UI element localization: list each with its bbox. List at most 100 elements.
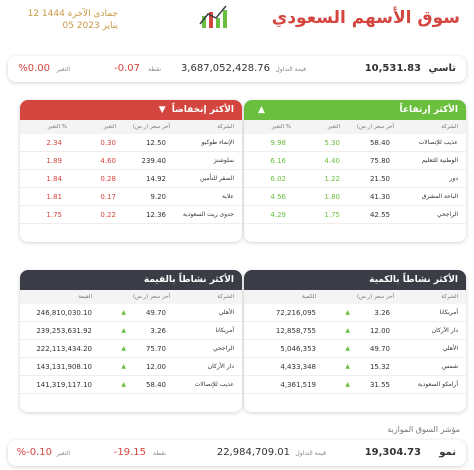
last-price: 42.55 <box>369 211 390 219</box>
col-company: الشركة <box>217 124 234 130</box>
tasi-points: -0.07 <box>114 63 140 74</box>
table-row[interactable]: سلوشنز 239.40 4.60 1.89 <box>20 152 242 170</box>
traded-value: 143,131,908.10 <box>36 363 92 371</box>
table-row[interactable]: الأهلي 49.70 ▲ 5,046,353 <box>244 340 466 358</box>
value-header: الأكثر نشاطاً بالقيمة <box>20 270 242 290</box>
qty-columns: الشركة آخر سعر (ر.س) الكمية <box>244 290 466 304</box>
company-name: جدوى ريت السعودية <box>182 211 234 218</box>
company-name: الراجحي <box>436 211 458 218</box>
company-name: علاية <box>221 193 234 200</box>
last-price: 14.92 <box>145 175 166 183</box>
traded-value: 141,319,117.10 <box>36 381 92 389</box>
col-company: الشركة <box>217 294 234 300</box>
nomu-points-label: نقطة <box>153 450 166 457</box>
change-pct: 1.75 <box>46 211 62 219</box>
col-company: الشركة <box>441 294 458 300</box>
page-title: سوق الأسهم السعودي <box>271 8 460 28</box>
nomu-turnover-label: قيمة التداول <box>295 450 326 457</box>
company-name: أمريكانا <box>215 327 234 334</box>
table-row[interactable]: جدوى ريت السعودية 12.36 0.22 1.75 <box>20 206 242 224</box>
table-row[interactable]: الإنماء طوكيو 12.50 0.30 2.34 <box>20 134 242 152</box>
losers-columns: الشركة آخر سعر (ر.س) التغير التغير % <box>20 120 242 134</box>
table-row[interactable]: الراجحي 42.55 1.75 4.29 <box>244 206 466 224</box>
change-pct: 1.84 <box>46 175 62 183</box>
table-row[interactable]: الصقر للتأمين 14.92 0.28 1.84 <box>20 170 242 188</box>
company-name: دار الأركان <box>431 327 458 334</box>
col-pct: التغير % <box>271 124 291 130</box>
date-block: 12 جمادى الآخرة 1444 05 يناير 2023 <box>8 8 118 32</box>
change-pct: 9.98 <box>270 139 286 147</box>
change-value: 0.30 <box>100 139 116 147</box>
col-change: التغير <box>103 124 116 130</box>
company-name: الأهلي <box>218 309 234 316</box>
change-pct: 6.16 <box>270 157 286 165</box>
company-name: سلوشنز <box>213 157 234 164</box>
last-price: 12.00 <box>369 327 390 335</box>
gregorian-date: 05 يناير 2023 <box>62 21 118 31</box>
tasi-turnover-label: قيمة التداول <box>275 66 306 73</box>
up-arrow-icon: ▲ <box>121 345 126 352</box>
change-value: 0.28 <box>100 175 116 183</box>
change-pct: 4.56 <box>270 193 286 201</box>
company-name: أرامكو السعودية <box>417 381 458 388</box>
up-arrow-icon: ▲ <box>345 327 350 334</box>
table-row[interactable]: عذيب للإتصالات 58.40 5.30 9.98 <box>244 134 466 152</box>
table-row[interactable]: شمس 15.32 ▲ 4,433,348 <box>244 358 466 376</box>
col-company: الشركة <box>441 124 458 130</box>
hijri-date: 12 جمادى الآخرة 1444 <box>27 9 118 19</box>
last-price: 31.55 <box>369 381 390 389</box>
up-arrow-icon: ▲ <box>345 381 350 388</box>
col-pct: التغير % <box>47 124 67 130</box>
table-row[interactable]: دور 21.50 1.22 6.02 <box>244 170 466 188</box>
traded-value: 239,253,631.92 <box>36 327 92 335</box>
losers-header: ▼ الأكثر إنخفاضاً <box>20 100 242 120</box>
traded-value: 222,113,434.20 <box>36 345 92 353</box>
nomu-name: نمو <box>439 447 456 458</box>
last-price: 58.40 <box>369 139 390 147</box>
chart-logo-icon <box>196 4 236 30</box>
company-name: دور <box>449 175 458 182</box>
company-name: الإنماء طوكيو <box>201 139 234 146</box>
last-price: 9.20 <box>150 193 166 201</box>
table-row[interactable]: أرامكو السعودية 31.55 ▲ 4,361,519 <box>244 376 466 394</box>
change-value: 0.17 <box>100 193 116 201</box>
table-row[interactable]: الأهلي 49.70 ▲ 246,810,030.10 <box>20 304 242 322</box>
table-row[interactable]: دار الأركان 12.00 ▲ 143,131,908.10 <box>20 358 242 376</box>
losers-title: الأكثر إنخفاضاً <box>171 105 234 115</box>
last-price: 21.50 <box>369 175 390 183</box>
col-last: آخر سعر (ر.س) <box>132 294 170 300</box>
table-row[interactable]: أمريكانا 3.26 ▲ 72,216,095 <box>244 304 466 322</box>
col-last: آخر سعر (ر.س) <box>356 124 394 130</box>
last-price: 41.30 <box>369 193 390 201</box>
last-price: 12.36 <box>145 211 166 219</box>
traded-qty: 72,216,095 <box>275 309 316 317</box>
nomu-turnover: 22,984,709.01 <box>216 447 290 458</box>
col-qty: الكمية <box>301 294 316 300</box>
table-row[interactable]: الباحة المشرق 41.30 1.80 4.56 <box>244 188 466 206</box>
up-arrow-icon: ▲ <box>121 381 126 388</box>
table-row[interactable]: الوطنية للتعليم 75.80 4.40 6.16 <box>244 152 466 170</box>
up-arrow-icon: ▲ <box>345 309 350 316</box>
change-value: 5.30 <box>324 139 340 147</box>
change-pct: 1.89 <box>46 157 62 165</box>
col-value: القيمة <box>78 294 92 300</box>
table-row[interactable]: علاية 9.20 0.17 1.81 <box>20 188 242 206</box>
change-pct: 6.02 <box>270 175 286 183</box>
tasi-value: 10,531.83 <box>364 63 421 74</box>
company-name: الراجحي <box>212 345 234 352</box>
change-value: 4.60 <box>100 157 116 165</box>
col-last: آخر سعر (ر.س) <box>356 294 394 300</box>
table-row[interactable]: دار الأركان 12.00 ▲ 12,858,755 <box>244 322 466 340</box>
table-row[interactable]: عذيب للإتصالات 58.40 ▲ 141,319,117.10 <box>20 376 242 394</box>
company-name: الأهلي <box>442 345 458 352</box>
gainers-header: ▲ الأكثر إرتفاعاً <box>244 100 466 120</box>
tasi-turnover: 3,687,052,428.76 <box>180 63 270 74</box>
table-row[interactable]: الراجحي 75.70 ▲ 222,113,434.20 <box>20 340 242 358</box>
traded-qty: 4,433,348 <box>280 363 316 371</box>
last-price: 15.32 <box>369 363 390 371</box>
tasi-pct: %0.00 <box>18 63 50 74</box>
last-price: 49.70 <box>145 309 166 317</box>
change-value: 0.22 <box>100 211 116 219</box>
table-row[interactable]: أمريكانا 3.26 ▲ 239,253,631.92 <box>20 322 242 340</box>
losers-panel: ▼ الأكثر إنخفاضاً الشركة آخر سعر (ر.س) ال… <box>20 100 242 242</box>
